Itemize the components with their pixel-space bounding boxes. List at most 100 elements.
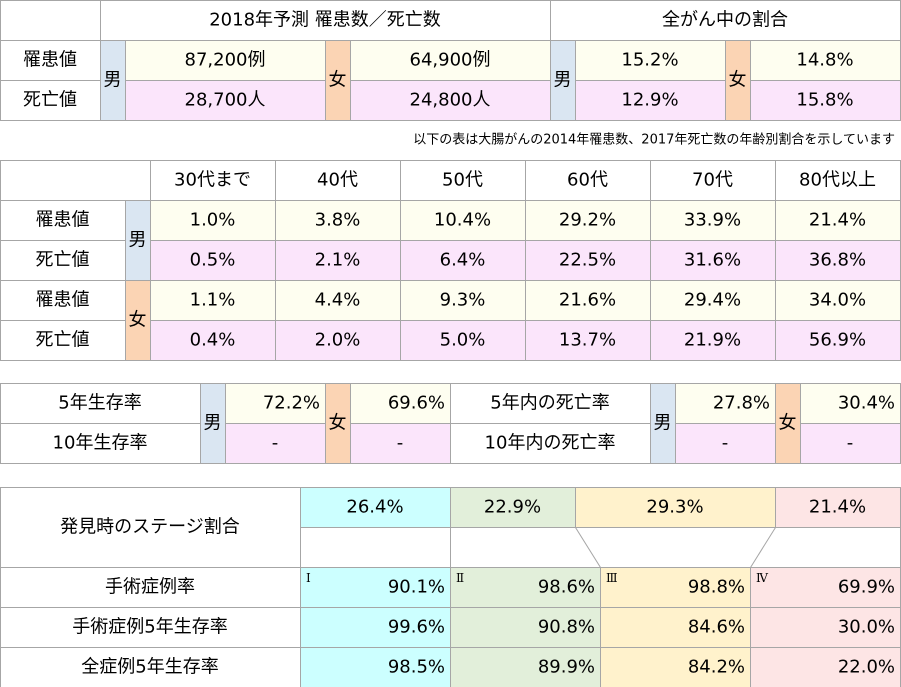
cell-text: 2.0%: [315, 330, 361, 351]
cell-text: 98.8%: [688, 577, 745, 598]
cell: [350, 383, 451, 424]
cell-text: 14.8%: [796, 50, 853, 71]
cell-text: 33.9%: [684, 210, 741, 231]
cell: [275, 320, 401, 361]
cell-text: 22.5%: [559, 250, 616, 271]
cell-text: 男: [129, 230, 147, 251]
cell: [300, 567, 451, 608]
cell: [275, 200, 401, 241]
cell: [775, 240, 901, 281]
cell-text: 40代: [317, 170, 358, 191]
cell: [600, 647, 751, 687]
row-label: [450, 423, 651, 464]
cell-text: 99.6%: [388, 617, 445, 638]
cell: [450, 647, 601, 687]
cell-text: 手術症例率: [105, 577, 195, 598]
cell-text: 女: [129, 310, 147, 331]
header-cell: [550, 0, 901, 41]
cell-text: 90.1%: [388, 577, 445, 598]
stage-numeral: Ⅱ: [456, 571, 464, 585]
cell-text: 2018年予測 罹患数／死亡数: [209, 10, 441, 31]
cell-text: 1.0%: [190, 210, 236, 231]
header-cell: [400, 160, 526, 201]
cell: [525, 200, 651, 241]
cell: [300, 607, 451, 648]
cell-text: 30.0%: [838, 617, 895, 638]
row-label: [0, 200, 126, 241]
cell-text: 21.4%: [809, 210, 866, 231]
cell-text: 29.3%: [646, 497, 703, 518]
note: 以下の表は大腸がんの2014年罹患数、2017年死亡数の年齢別割合を示しています: [413, 132, 895, 148]
cell-text: 89.9%: [538, 657, 595, 678]
cell-text: 手術症例5年生存率: [72, 617, 227, 638]
cell: [650, 200, 776, 241]
cell: [750, 647, 901, 687]
cell: [150, 320, 276, 361]
cell: [225, 423, 326, 464]
sex-cell: [550, 40, 576, 121]
header-cell: [525, 160, 651, 201]
cell-text: 31.6%: [684, 250, 741, 271]
cell: [650, 320, 776, 361]
divider: [575, 527, 601, 568]
cell-text: 69.6%: [388, 393, 445, 414]
cell-text: 0.4%: [190, 330, 236, 351]
cell-text: 27.8%: [713, 393, 770, 414]
cell-text: 全症例5年生存率: [81, 657, 218, 678]
cell-text: 女: [329, 413, 347, 434]
cell-text: 女: [729, 70, 747, 91]
cell-text: 84.6%: [688, 617, 745, 638]
cell-text: 10年内の死亡率: [485, 433, 616, 454]
cell: [300, 487, 451, 528]
cell-text: -: [397, 433, 404, 454]
cell-text: 5.0%: [440, 330, 486, 351]
cell-text: 29.4%: [684, 290, 741, 311]
cell-text: 22.0%: [838, 657, 895, 678]
cell-text: 4.4%: [315, 290, 361, 311]
cell: [450, 527, 901, 568]
sex-cell: [725, 40, 751, 121]
cell-text: 5年内の死亡率: [490, 393, 609, 414]
header-cell: [100, 0, 551, 41]
cell-text: 69.9%: [838, 577, 895, 598]
header-cell: [150, 160, 276, 201]
cell-text: 15.2%: [621, 50, 678, 71]
cell-text: 9.3%: [440, 290, 486, 311]
cell: [525, 280, 651, 321]
cell: [575, 487, 776, 528]
cell-text: 3.8%: [315, 210, 361, 231]
cell: [300, 527, 451, 568]
cell-text: 98.6%: [538, 577, 595, 598]
cell-text: 21.9%: [684, 330, 741, 351]
cell: [0, 0, 101, 41]
cell-text: 12.9%: [621, 90, 678, 111]
cell-text: 21.4%: [809, 497, 866, 518]
sex-cell: [325, 383, 351, 464]
sex-cell: [325, 40, 351, 121]
cell: [150, 240, 276, 281]
cell-text: 22.9%: [484, 497, 541, 518]
cell: [600, 607, 751, 648]
cell-text: 女: [779, 413, 797, 434]
sex-cell: [125, 280, 151, 361]
sex-cell: [775, 383, 801, 464]
cell-text: 26.4%: [346, 497, 403, 518]
cell-text: 60代: [567, 170, 608, 191]
row-label: [0, 607, 301, 648]
cell-text: 10年生存率: [53, 433, 148, 454]
cell-text: 56.9%: [809, 330, 866, 351]
sex-cell: [100, 40, 126, 121]
cell: [350, 80, 551, 121]
cell-text: 30.4%: [838, 393, 895, 414]
row-label: [0, 383, 201, 424]
header-cell: [275, 160, 401, 201]
cell-text: 女: [329, 70, 347, 91]
cell-text: 2.1%: [315, 250, 361, 271]
cell-text: 64,900例: [410, 50, 491, 71]
cell-text: 29.2%: [559, 210, 616, 231]
row-label: [0, 40, 101, 81]
cell-text: 全がん中の割合: [662, 10, 788, 31]
cell-text: 6.4%: [440, 250, 486, 271]
cell-text: 罹患値: [36, 210, 90, 231]
